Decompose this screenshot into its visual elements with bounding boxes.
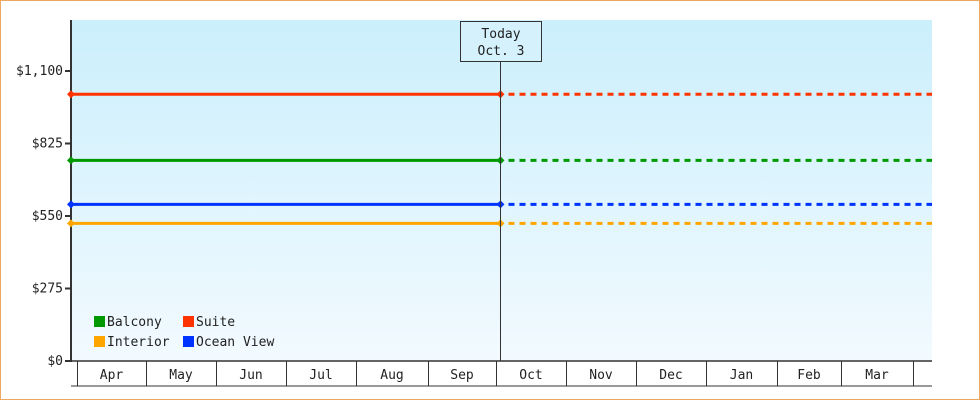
y-tick-label: $275 [32,282,63,297]
legend-label: Balcony [107,315,162,330]
series-balcony [67,156,932,165]
y-tick-label: $1,100 [16,64,63,79]
x-tick-label: Apr [100,368,124,383]
x-tick-label: Mar [865,368,889,383]
x-tick-label: Jul [309,368,332,383]
x-tick-label: Nov [589,368,613,383]
today-date: Oct. 3 [478,44,525,59]
data-point [67,90,75,99]
plot-area [71,20,932,361]
legend-item: Balcony [94,315,162,330]
y-tick-label: $550 [32,209,63,224]
legend-swatch [94,336,105,347]
legend-label: Suite [196,315,235,330]
x-tick-label: Aug [380,368,403,383]
x-tick-label: Sep [450,368,474,383]
legend-label: Interior [107,335,170,350]
x-tick-label: Oct [519,368,542,383]
today-box [460,21,542,62]
legend-item: Suite [183,315,235,330]
x-tick-label: Jun [239,368,262,383]
legend-swatch [183,336,194,347]
series-interior [67,219,932,228]
y-tick-label: $825 [32,137,63,152]
y-tick-label: $0 [47,354,63,369]
x-tick-label: Jan [730,368,753,383]
x-tick-label: Feb [797,368,821,383]
data-point [67,219,75,228]
data-point [67,200,75,209]
data-point [67,156,75,165]
legend-label: Ocean View [196,335,274,350]
x-tick-label: Dec [659,368,682,383]
today-label: Today [481,27,520,42]
legend-swatch [94,316,105,327]
legend-swatch [183,316,194,327]
x-tick-label: May [169,368,193,383]
legend-item: Ocean View [183,335,274,350]
legend-item: Interior [94,335,170,350]
